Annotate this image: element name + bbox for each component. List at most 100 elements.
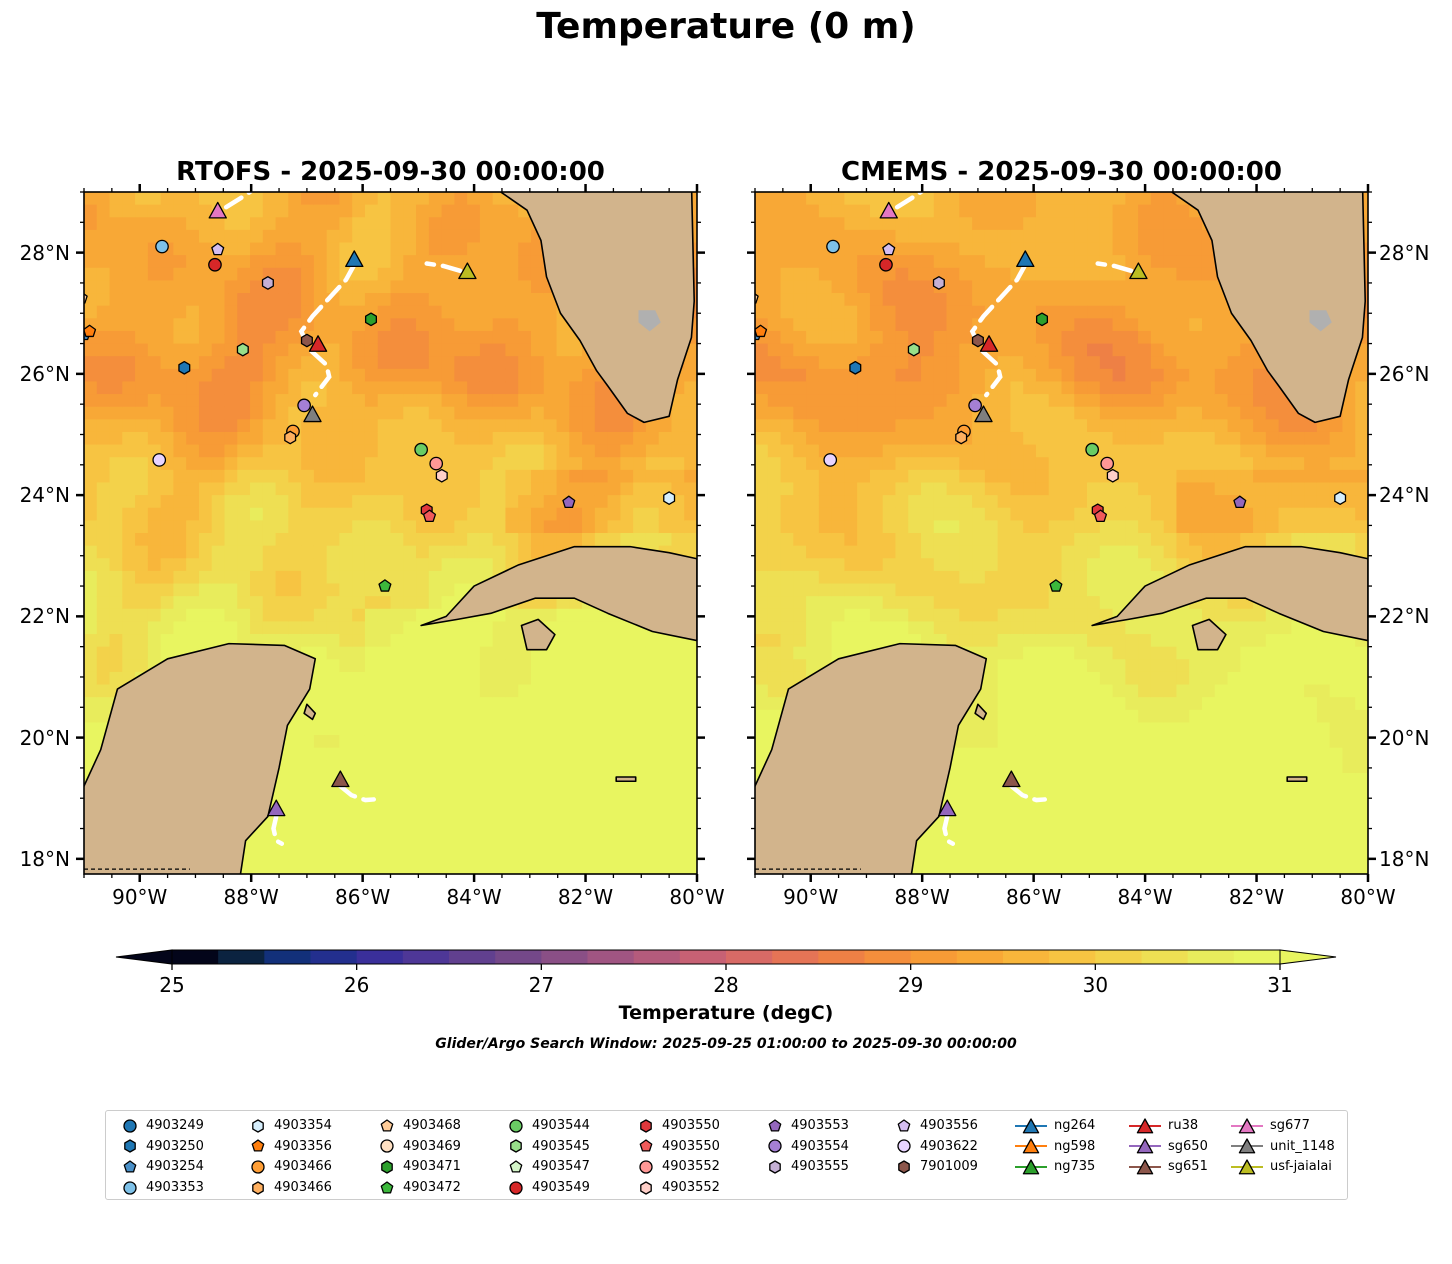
field-cell: [1253, 394, 1267, 408]
field-cell: [377, 330, 392, 345]
field-cell: [1201, 785, 1216, 799]
field-cell: [211, 305, 226, 319]
field-cell: [569, 444, 583, 458]
field-cell: [428, 229, 443, 244]
field-cell: [908, 482, 922, 496]
field-cell: [1061, 634, 1075, 648]
field-cell: [313, 545, 328, 559]
field-cell: [96, 318, 111, 332]
field-cell: [135, 583, 149, 597]
field-cell: [1150, 444, 1165, 458]
field-cell: [1087, 659, 1101, 673]
field-cell: [1035, 368, 1050, 383]
field-cell: [1125, 280, 1139, 294]
field-cell: [972, 217, 986, 231]
field-cell: [543, 507, 558, 521]
field-cell: [1112, 507, 1126, 521]
field-cell: [921, 533, 935, 547]
field-cell: [390, 798, 404, 812]
field-cell: [122, 318, 136, 332]
field-cell: [556, 861, 570, 874]
field-cell: [84, 709, 98, 724]
field-cell: [416, 419, 430, 433]
field-cell: [492, 823, 507, 837]
field-cell: [428, 533, 443, 547]
field-cell: [186, 608, 200, 623]
field-cell: [1023, 343, 1037, 357]
field-cell: [997, 848, 1012, 862]
field-cell: [198, 520, 213, 534]
field-cell: [594, 785, 609, 799]
field-cell: [1125, 330, 1139, 345]
field-cell: [403, 634, 417, 648]
field-cell: [1253, 772, 1267, 787]
field-cell: [658, 634, 673, 648]
field-cell: [428, 242, 443, 256]
field-cell: [364, 659, 379, 673]
field-cell: [211, 330, 226, 345]
field-cell: [428, 343, 443, 357]
field-cell: [806, 545, 820, 559]
field-cell: [946, 318, 960, 332]
field-cell: [1112, 192, 1126, 206]
field-cell: [818, 343, 833, 357]
field-cell: [416, 431, 430, 446]
field-cell: [313, 836, 328, 850]
field-cell: [1112, 671, 1126, 686]
field-cell: [1023, 280, 1037, 294]
field-cell: [1125, 318, 1139, 332]
field-cell: [1278, 722, 1292, 736]
field-cell: [869, 356, 884, 370]
field-cell: [390, 848, 404, 862]
field-cell: [1125, 697, 1139, 711]
field-cell: [198, 545, 213, 559]
field-cell: [972, 368, 986, 383]
field-cell: [275, 217, 289, 231]
field-cell: [1138, 634, 1152, 648]
field-cell: [403, 558, 417, 572]
field-cell: [1099, 621, 1114, 635]
field-cell: [1138, 204, 1152, 218]
field-cell: [313, 747, 328, 761]
field-cell: [428, 823, 443, 837]
field-cell: [339, 570, 353, 585]
field-cell: [556, 722, 570, 736]
field-cell: [186, 634, 200, 648]
field-cell: [997, 507, 1012, 521]
field-cell: [237, 444, 251, 458]
field-cell: [1010, 204, 1024, 218]
field-cell: [582, 861, 596, 874]
field-cell: [607, 722, 621, 736]
field-cell: [364, 861, 379, 874]
field-cell: [518, 394, 532, 408]
field-cell: [84, 469, 98, 484]
field-cell: [479, 772, 494, 787]
field-cell: [806, 469, 820, 484]
field-cell: [454, 318, 468, 332]
field-cell: [1163, 204, 1178, 218]
field-cell: [1112, 621, 1126, 635]
field-cell: [582, 810, 596, 825]
field-cell: [818, 469, 833, 484]
field-cell: [479, 671, 494, 686]
field-cell: [1138, 823, 1152, 837]
field-cell: [301, 545, 315, 559]
field-cell: [882, 444, 897, 458]
field-cell: [671, 697, 685, 711]
field-cell: [1074, 255, 1088, 269]
field-cell: [262, 507, 277, 521]
field-cell: [198, 394, 213, 408]
field-cell: [582, 507, 596, 521]
field-cell: [869, 293, 884, 307]
field-cell: [755, 267, 769, 282]
field-cell: [1035, 810, 1050, 825]
field-cell: [326, 823, 341, 837]
field-cell: [607, 709, 621, 724]
field-cell: [767, 305, 782, 319]
field-cell: [1150, 760, 1165, 774]
field-cell: [1125, 394, 1139, 408]
field-cell: [262, 533, 277, 547]
field-cell: [1176, 810, 1190, 825]
field-cell: [607, 646, 621, 660]
field-cell: [1087, 596, 1101, 610]
